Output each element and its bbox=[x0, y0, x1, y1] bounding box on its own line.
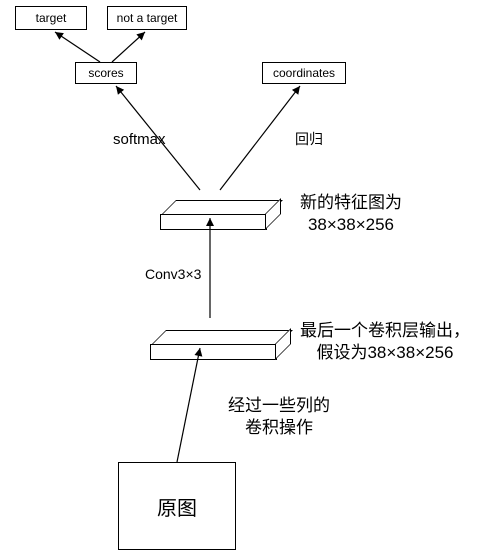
slab-front bbox=[150, 344, 277, 360]
node-scores-label: scores bbox=[88, 66, 123, 80]
node-original: 原图 bbox=[118, 462, 236, 550]
node-coordinates-label: coordinates bbox=[273, 66, 335, 80]
node-scores: scores bbox=[75, 62, 137, 84]
label-feature-new: 新的特征图为 38×38×256 bbox=[300, 192, 402, 236]
node-not-target-label: not a target bbox=[117, 11, 178, 25]
label-regression: 回归 bbox=[295, 130, 323, 148]
label-softmax: softmax bbox=[113, 130, 166, 150]
slab-feature-new bbox=[160, 200, 279, 228]
arrows-layer bbox=[0, 0, 503, 560]
label-conv-series: 经过一些列的 卷积操作 bbox=[228, 395, 330, 439]
node-original-label: 原图 bbox=[157, 492, 197, 521]
node-target: target bbox=[15, 6, 87, 30]
node-not-a-target: not a target bbox=[107, 6, 187, 30]
slab-feature-out bbox=[150, 330, 289, 358]
label-feature-out: 最后一个卷积层输出， 假设为38×38×256 bbox=[300, 320, 470, 364]
node-coordinates: coordinates bbox=[262, 62, 346, 84]
slab-front bbox=[160, 214, 267, 230]
label-conv3x3: Conv3×3 bbox=[145, 265, 201, 283]
node-target-label: target bbox=[36, 11, 67, 25]
